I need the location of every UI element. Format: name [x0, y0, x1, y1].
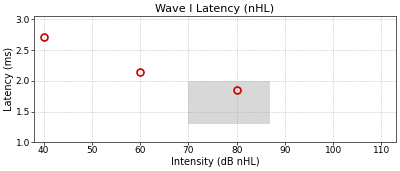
Y-axis label: Latency (ms): Latency (ms) [4, 47, 14, 111]
X-axis label: Intensity (dB nHL): Intensity (dB nHL) [171, 157, 259, 167]
Title: Wave I Latency (nHL): Wave I Latency (nHL) [156, 4, 274, 14]
Bar [188, 81, 270, 124]
